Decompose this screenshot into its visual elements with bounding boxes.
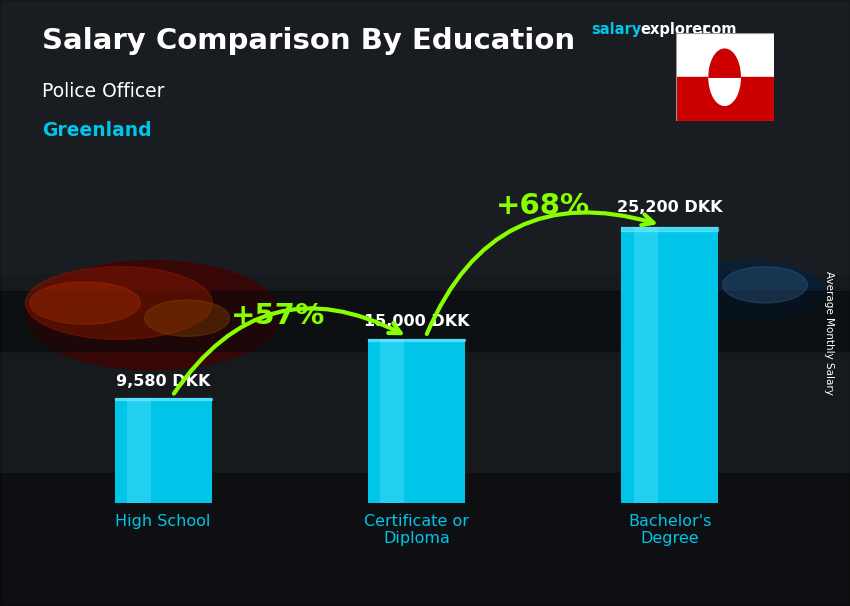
Bar [368,339,465,503]
Bar [621,227,718,231]
Bar [0,473,850,606]
Bar [115,398,212,400]
Text: 15,000 DKK: 15,000 DKK [364,314,469,329]
Bar [127,398,151,503]
Text: explorer: explorer [640,22,710,38]
Bar [633,227,658,503]
Bar [676,33,774,77]
Text: salary: salary [591,22,641,38]
Polygon shape [709,49,740,77]
Bar [380,339,405,503]
Text: +68%: +68% [496,192,590,221]
Ellipse shape [722,267,808,303]
Text: +57%: +57% [231,302,326,330]
Text: 9,580 DKK: 9,580 DKK [116,375,210,389]
Bar [115,398,212,503]
Text: .com: .com [698,22,737,38]
Text: Police Officer: Police Officer [42,82,165,101]
Text: 25,200 DKK: 25,200 DKK [617,200,722,215]
Bar [368,339,465,341]
Ellipse shape [26,261,280,370]
Ellipse shape [672,261,824,321]
Text: Greenland: Greenland [42,121,152,140]
Bar [676,77,774,121]
Ellipse shape [30,282,140,324]
Ellipse shape [144,300,230,336]
Circle shape [709,49,740,105]
Text: Average Monthly Salary: Average Monthly Salary [824,271,834,395]
Bar [0,291,850,351]
Bar [621,227,718,503]
Bar [0,0,850,273]
Ellipse shape [26,267,212,339]
Text: Salary Comparison By Education: Salary Comparison By Education [42,27,575,55]
